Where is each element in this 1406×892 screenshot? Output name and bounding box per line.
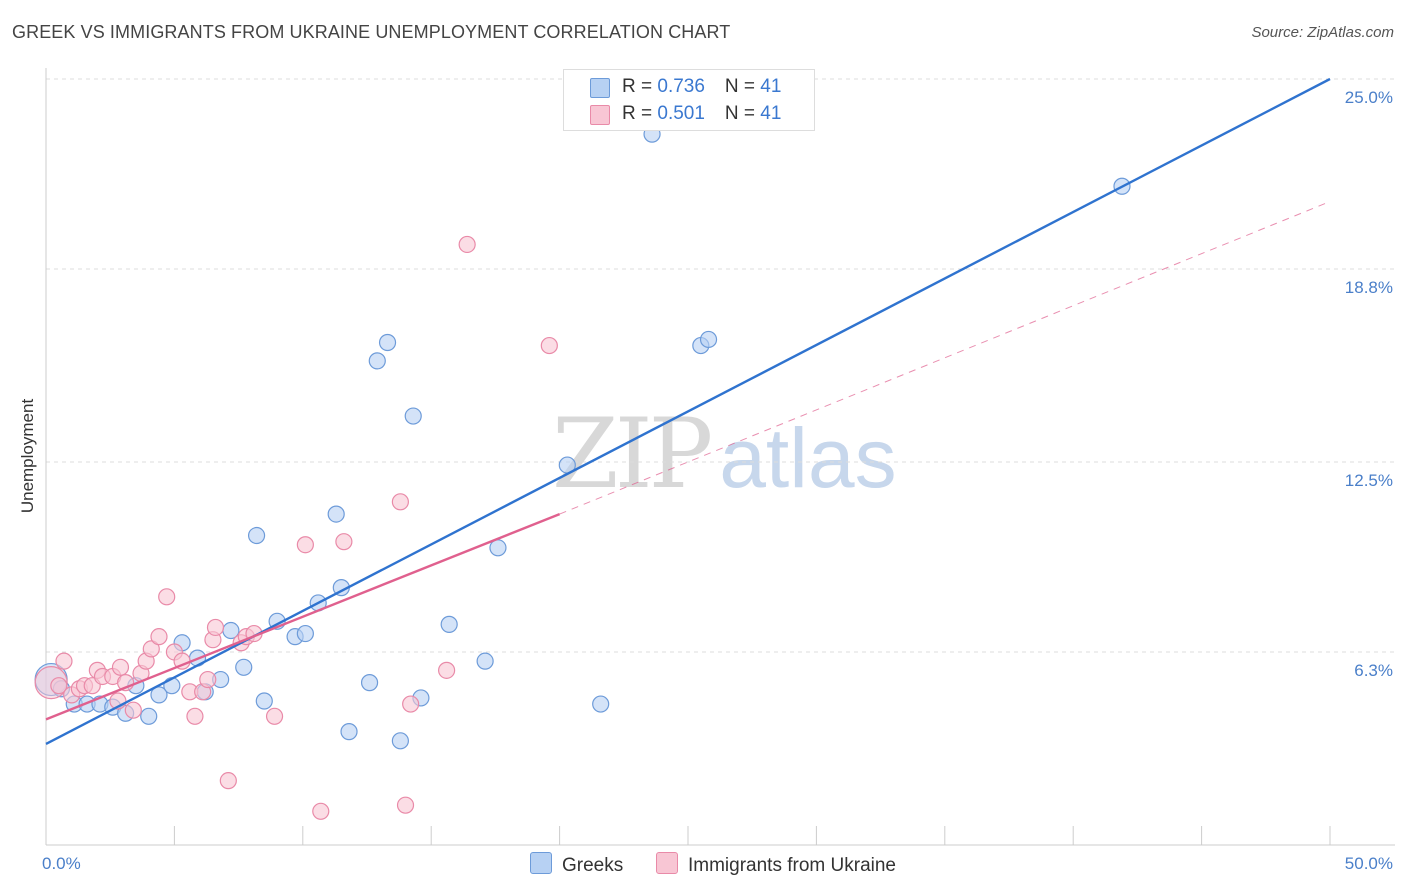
ukraine-swatch [656, 852, 678, 874]
greeks-point [327, 505, 345, 523]
greeks-swatch [530, 852, 552, 874]
n-label: N = [724, 76, 761, 97]
greeks-point [592, 695, 610, 713]
greeks-point [296, 624, 314, 643]
correlation-legend: R = 0.736 N = 41 R = 0.501 N = 41 [563, 69, 815, 131]
greeks-points [34, 125, 1131, 750]
legend-text-ukraine: R = 0.501 N = 41 [622, 103, 781, 125]
ukraine-point [296, 536, 314, 554]
y-tick-label: 12.5% [1345, 471, 1393, 490]
r-value: 0.736 [657, 76, 705, 97]
greeks-point [235, 658, 253, 676]
ukraine-point [438, 661, 456, 679]
n-value: 41 [760, 103, 782, 124]
ukraine-point [124, 701, 142, 719]
ukraine-point [391, 493, 409, 511]
r-value: 0.501 [657, 103, 705, 124]
y-tick-label: 18.8% [1345, 278, 1393, 297]
ukraine-swatch [590, 105, 610, 125]
y-tick-label: 25.0% [1345, 88, 1393, 107]
ukraine-point [458, 235, 476, 254]
ukraine-point [540, 336, 558, 355]
y-tick-label: 6.3% [1354, 661, 1393, 680]
greeks-point [360, 674, 379, 692]
ukraine-trend-extension [559, 201, 1331, 515]
n-label: N = [724, 103, 761, 124]
greeks-point [150, 686, 168, 704]
greeks-point [368, 352, 386, 370]
bottom-legend-greeks: Greeks [530, 852, 623, 877]
ukraine-point [50, 677, 68, 695]
ukraine-point [158, 588, 176, 606]
watermark-zip: ZIP [552, 398, 713, 510]
r-label: R = [622, 103, 658, 124]
x-tick-label-max: 50.0% [1345, 854, 1393, 873]
bottom-legend-ukraine: Immigrants from Ukraine [656, 852, 896, 877]
legend-label-greeks: Greeks [562, 855, 624, 876]
legend-text-greeks: R = 0.736 N = 41 [622, 76, 781, 98]
ukraine-point [335, 533, 353, 551]
greeks-point [378, 333, 397, 352]
ukraine-point [402, 695, 420, 713]
source-label: Source: ZipAtlas.com [1251, 24, 1394, 41]
ukraine-point [142, 640, 160, 658]
watermark-atlas: atlas [719, 411, 897, 505]
greeks-point [140, 707, 158, 725]
greeks-point [340, 723, 358, 741]
ukraine-point [265, 707, 284, 725]
greeks-point [247, 526, 266, 545]
ukraine-trend-line [45, 512, 561, 721]
ukraine-point [199, 670, 217, 689]
n-value: 41 [760, 76, 782, 97]
greeks-point [391, 732, 409, 750]
chart-title: GREEK VS IMMIGRANTS FROM UKRAINE UNEMPLO… [12, 22, 731, 42]
greeks-point [404, 407, 422, 425]
ukraine-point [396, 796, 415, 814]
greeks-point [699, 330, 718, 349]
greeks-trend-line [45, 77, 1331, 745]
greeks-swatch [590, 78, 610, 98]
legend-label-ukraine: Immigrants from Ukraine [688, 855, 896, 876]
ukraine-point [219, 772, 237, 790]
ukraine-point [150, 628, 168, 646]
greeks-point [476, 652, 494, 670]
x-tick-label-min: 0.0% [42, 854, 81, 873]
ukraine-point [55, 652, 73, 670]
greeks-point [440, 615, 458, 633]
ukraine-point [312, 802, 330, 820]
ukraine-point [206, 618, 225, 637]
greeks-point [255, 692, 273, 710]
ukraine-point [186, 707, 204, 725]
watermark: ZIP atlas [552, 398, 897, 510]
r-label: R = [622, 76, 658, 97]
ukraine-point [111, 658, 130, 676]
ukraine-points [34, 235, 558, 820]
